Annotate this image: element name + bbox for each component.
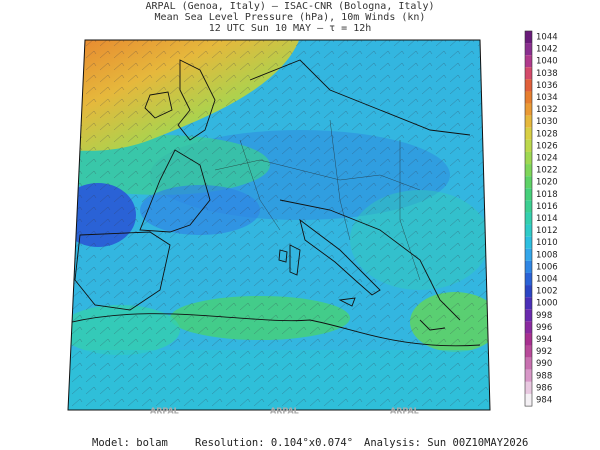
colorbar-swatch xyxy=(525,43,532,56)
colorbar-label: 1032 xyxy=(536,105,558,115)
colorbar-label: 1040 xyxy=(536,57,558,67)
colorbar-swatch xyxy=(525,139,532,152)
colorbar-swatch xyxy=(525,345,532,358)
colorbar-label: 988 xyxy=(536,371,552,381)
colorbar-label: 1008 xyxy=(536,250,558,260)
watermark: ARPAL xyxy=(270,407,299,416)
colorbar-swatch xyxy=(525,369,532,382)
colorbar-label: 1016 xyxy=(536,202,558,212)
colorbar-label: 1000 xyxy=(536,299,558,309)
footer-analysis: Analysis: Sun 00Z10MAY2026 xyxy=(364,437,528,449)
colorbar-label: 1028 xyxy=(536,129,558,139)
colorbar-label: 1036 xyxy=(536,81,558,91)
colorbar-label: 990 xyxy=(536,359,552,369)
colorbar-swatch xyxy=(525,200,532,213)
colorbar-swatch xyxy=(525,285,532,298)
colorbar-swatch xyxy=(525,309,532,322)
title-line: Mean Sea Level Pressure (hPa), 10m Winds… xyxy=(155,12,426,23)
colorbar-label: 998 xyxy=(536,311,552,321)
colorbar-swatch xyxy=(525,393,532,407)
colorbar-swatch xyxy=(525,224,532,237)
colorbar-swatch xyxy=(525,381,532,394)
colorbar-label: 1010 xyxy=(536,238,558,248)
colorbar-label: 1026 xyxy=(536,141,558,151)
watermarks: ARPAL ARPAL ARPAL xyxy=(150,407,419,416)
colorbar-label: 1024 xyxy=(536,154,558,164)
footer-resolution: Resolution: 0.104°x0.074° xyxy=(195,437,353,449)
colorbar-swatch xyxy=(525,164,532,177)
colorbar-label: 1004 xyxy=(536,275,558,285)
colorbar-swatch xyxy=(525,103,532,116)
colorbar-label: 1006 xyxy=(536,262,558,272)
colorbar-swatch xyxy=(525,115,532,128)
colorbar-label: 1022 xyxy=(536,166,558,176)
colorbar-label: 994 xyxy=(536,335,552,345)
colorbar-label: 1042 xyxy=(536,45,558,55)
colorbar-frame xyxy=(524,30,533,407)
watermark: ARPAL xyxy=(390,407,419,416)
colorbar-swatch xyxy=(525,212,532,225)
map-frame xyxy=(67,39,491,411)
colorbar-label: 1014 xyxy=(536,214,558,224)
colorbar-swatch xyxy=(525,188,532,201)
colorbar-label: 996 xyxy=(536,323,552,333)
colorbar-swatch xyxy=(525,176,532,189)
colorbar-label: 992 xyxy=(536,347,552,357)
colorbar-label: 1020 xyxy=(536,178,558,188)
colorbar-label: 1034 xyxy=(536,93,558,103)
colorbar-swatch xyxy=(525,297,532,310)
colorbar-swatch xyxy=(525,67,532,80)
colorbar-swatch xyxy=(525,55,532,68)
footer-model: Model: bolam xyxy=(92,437,168,449)
map xyxy=(68,40,490,410)
colorbar: 1044 1042 1040 1038 1036 1034 1032 1030 1028 1026… xyxy=(524,30,558,407)
title-line: ARPAL (Genoa, Italy) — ISAC-CNR (Bologna… xyxy=(146,1,435,12)
colorbar-swatch xyxy=(525,321,532,334)
colorbar-swatch xyxy=(525,151,532,165)
colorbar-label: 1012 xyxy=(536,226,558,236)
watermark: ARPAL xyxy=(150,407,179,416)
colorbar-label: 1018 xyxy=(536,190,558,200)
colorbar-swatch xyxy=(525,248,532,261)
colorbar-swatch xyxy=(525,272,532,286)
colorbar-swatch xyxy=(525,91,532,104)
colorbar-label: 984 xyxy=(536,396,552,406)
colorbar-label: 1044 xyxy=(536,33,558,43)
colorbar-swatch xyxy=(525,236,532,249)
colorbar-label: 1030 xyxy=(536,117,558,127)
colorbar-swatch xyxy=(525,333,532,346)
title-line: 12 UTC Sun 10 MAY — τ = 12h xyxy=(209,23,372,34)
colorbar-label: 986 xyxy=(536,383,552,393)
colorbar-label: 1002 xyxy=(536,287,558,297)
colorbar-swatch xyxy=(525,79,532,92)
colorbar-swatch xyxy=(525,260,532,273)
colorbar-swatch xyxy=(525,30,532,44)
colorbar-label: 1038 xyxy=(536,69,558,79)
colorbar-swatch xyxy=(525,357,532,370)
colorbar-swatch xyxy=(525,127,532,140)
